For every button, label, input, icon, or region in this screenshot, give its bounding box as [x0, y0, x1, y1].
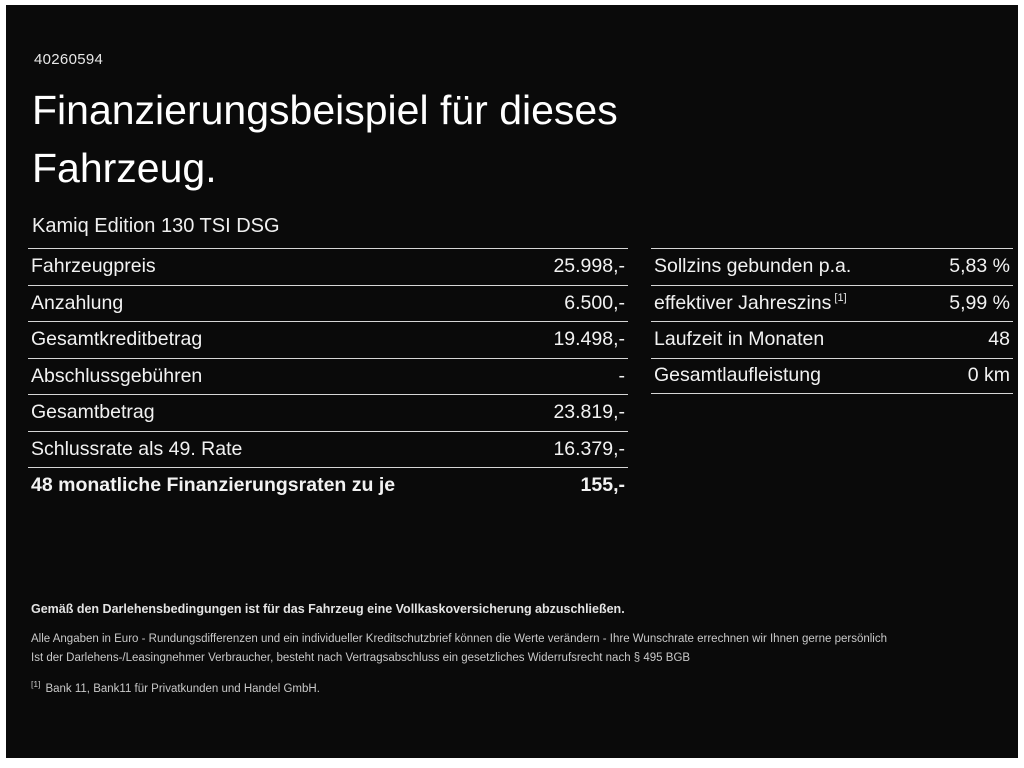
row-value: 5,83 %: [949, 255, 1010, 278]
row-label: effektiver Jahreszins [1]: [654, 291, 847, 314]
row-label: Gesamtbetrag: [31, 401, 155, 424]
row-label: Anzahlung: [31, 291, 124, 314]
row-label: 48 monatliche Finanzierungsraten zu je: [31, 474, 396, 497]
row-label: Laufzeit in Monaten: [654, 328, 825, 351]
row-label: Gesamtkreditbetrag: [31, 328, 203, 351]
vehicle-model: Kamiq Edition 130 TSI DSG: [32, 215, 280, 237]
table-row-monthly-rate: 48 monatliche Finanzierungsraten zu je 1…: [28, 467, 628, 504]
footnote-marker: [1]: [31, 679, 41, 689]
table-row: Gesamtlaufleistung 0 km: [651, 357, 1013, 394]
page-title: Finanzierungsbeispiel für dieses Fahrzeu…: [32, 81, 618, 197]
table-row: Sollzins gebunden p.a. 5,83 %: [651, 248, 1013, 285]
row-value: 16.379,-: [553, 437, 625, 460]
table-row: Fahrzeugpreis 25.998,-: [28, 248, 628, 285]
insurance-note: Gemäß den Darlehensbedingungen ist für d…: [31, 602, 625, 616]
table-row: Laufzeit in Monaten 48: [651, 321, 1013, 358]
euro-note: Alle Angaben in Euro - Rundungsdifferenz…: [31, 633, 887, 645]
row-value: -: [618, 364, 626, 387]
row-label: Gesamtlaufleistung: [654, 364, 821, 387]
row-value: 5,99 %: [949, 291, 1010, 314]
table-row: Anzahlung 6.500,-: [28, 284, 628, 322]
row-label: Schlussrate als 49. Rate: [31, 437, 243, 460]
finance-table-left: Fahrzeugpreis 25.998,- Anzahlung 6.500,-…: [28, 248, 628, 504]
page-title-line1: Finanzierungsbeispiel für dieses: [32, 87, 618, 133]
row-value: 0 km: [967, 364, 1010, 387]
table-row: effektiver Jahreszins [1] 5,99 %: [651, 284, 1013, 322]
widerruf-note: Ist der Darlehens-/Leasingnehmer Verbrau…: [31, 652, 691, 664]
row-value: 6.500,-: [564, 291, 625, 314]
row-value: 23.819,-: [553, 401, 625, 424]
row-value: 48: [988, 328, 1010, 351]
doc-number: 40260594: [34, 51, 104, 68]
table-row: Gesamtbetrag 23.819,-: [28, 394, 628, 431]
page-title-line2: Fahrzeug.: [32, 145, 217, 191]
footnote-marker: [1]: [834, 292, 847, 305]
table-row: Abschlussgebühren -: [28, 357, 628, 395]
row-value: 19.498,-: [553, 328, 625, 351]
bank-footnote-text: Bank 11, Bank11 für Privatkunden und Han…: [45, 682, 320, 695]
row-label: Sollzins gebunden p.a.: [654, 255, 852, 278]
row-value: 155,-: [580, 474, 625, 497]
finance-table-right: Sollzins gebunden p.a. 5,83 % effektiver…: [651, 248, 1013, 394]
table-row: Gesamtkreditbetrag 19.498,-: [28, 321, 628, 358]
table-row: Schlussrate als 49. Rate 16.379,-: [28, 430, 628, 468]
bank-footnote: [1] Bank 11, Bank11 für Privatkunden und …: [31, 679, 993, 695]
finance-slide: 40260594 Finanzierungsbeispiel für diese…: [6, 5, 1018, 758]
row-label: Abschlussgebühren: [31, 364, 203, 387]
row-value: 25.998,-: [553, 255, 625, 278]
row-label: Fahrzeugpreis: [31, 255, 156, 278]
legal-footer: Gemäß den Darlehensbedingungen ist für d…: [31, 602, 993, 695]
